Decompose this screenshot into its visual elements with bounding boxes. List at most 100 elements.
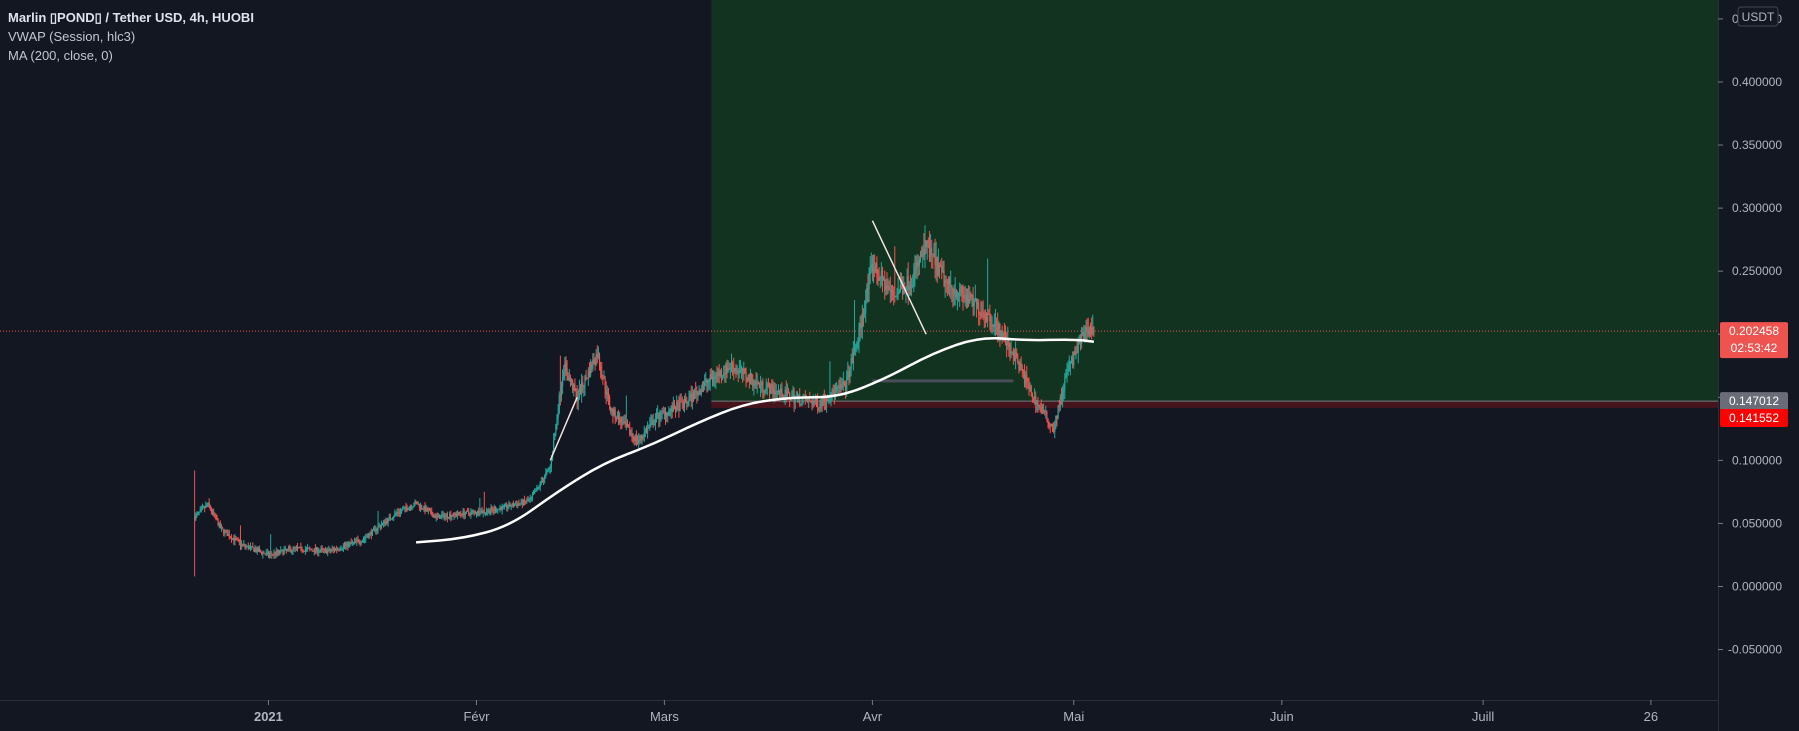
candle-body (1054, 424, 1056, 432)
candle-body (281, 549, 283, 551)
candle-body (367, 536, 369, 538)
candle-body (922, 248, 924, 257)
candle-body (266, 552, 268, 554)
candle-body (837, 386, 839, 388)
candle-body (821, 400, 823, 406)
candle-body (753, 383, 755, 387)
candle-body (321, 548, 323, 550)
drawn-trendline[interactable] (871, 220, 927, 335)
candle-body (265, 552, 267, 555)
candle-body (360, 542, 362, 544)
candle-body (876, 262, 878, 275)
chart-legend: Marlin ▯POND▯ / Tether USD, 4h, HUOBI VW… (8, 8, 254, 65)
candle-body (221, 527, 224, 530)
position-loss-zone[interactable] (711, 401, 1718, 408)
candle-body (559, 395, 561, 397)
candle-body (518, 503, 520, 505)
candle-body (624, 421, 626, 426)
candle-body (688, 397, 690, 403)
candle-body (601, 370, 603, 378)
candle-body (428, 510, 431, 512)
candle-body (633, 437, 635, 441)
candle-body (746, 378, 748, 382)
candle-body (629, 427, 631, 435)
candle-body (638, 440, 640, 443)
candle-body (1049, 425, 1051, 427)
candle-body (658, 412, 660, 420)
candle-body (647, 427, 649, 433)
candle-body (274, 552, 276, 555)
candle-body (366, 536, 368, 538)
candle-body (238, 540, 240, 542)
candle-body (527, 500, 529, 502)
time-axis-panel[interactable] (0, 700, 1718, 731)
candle-body (847, 371, 849, 378)
candle-body (730, 362, 733, 369)
candle-body (370, 532, 372, 536)
candle-body (655, 413, 658, 420)
candle-body (1053, 428, 1055, 432)
candle-body (1064, 378, 1066, 390)
candle-body (712, 376, 715, 380)
candle-body (581, 382, 583, 395)
candle-body (544, 474, 546, 479)
currency-button[interactable] (1737, 6, 1779, 27)
candle-body (1059, 396, 1061, 407)
candle-body (351, 542, 353, 544)
candle-body (355, 540, 357, 542)
candle-body (443, 513, 445, 519)
candle-body (396, 512, 398, 514)
candle-body (319, 550, 321, 552)
candle-body (404, 506, 406, 509)
time-tick-label: Févr (463, 709, 490, 724)
candle-body (217, 519, 219, 526)
ma-indicator-label[interactable]: MA (200, close, 0) (8, 48, 113, 63)
candle-body (983, 313, 985, 318)
candle-body (347, 542, 349, 547)
candle-body (554, 433, 556, 440)
candle-body (627, 426, 630, 428)
candle-body (277, 550, 280, 553)
candle-body (1029, 386, 1031, 389)
candle-body (885, 285, 887, 291)
candle-body (405, 506, 407, 509)
candle-body (1031, 392, 1033, 398)
vwap-indicator-label[interactable]: VWAP (Session, hlc3) (8, 29, 136, 44)
candle-body (762, 381, 764, 391)
candle-body (512, 503, 514, 507)
candle-body (974, 298, 976, 302)
candle-body (604, 378, 606, 390)
candle-body (678, 403, 680, 411)
candle-body (1025, 375, 1027, 384)
position-profit-zone[interactable] (711, 0, 1718, 402)
candle-body (1034, 396, 1036, 399)
candle-body (286, 549, 289, 551)
symbol-title[interactable]: Marlin ▯POND▯ / Tether USD, 4h, HUOBI (8, 10, 254, 25)
candle-body (447, 517, 450, 519)
candle-body (196, 513, 198, 515)
candle-body (494, 508, 497, 512)
candle-body (1046, 411, 1048, 419)
candle-body (213, 510, 215, 515)
time-tick-label: Juill (1472, 709, 1495, 724)
candle-body (1037, 401, 1039, 407)
candle-body (469, 513, 471, 515)
candle-body (600, 366, 602, 371)
candle-body (652, 420, 654, 425)
candle-body (890, 290, 893, 293)
candle-body (329, 549, 331, 551)
candle-body (491, 508, 493, 510)
candle-body (916, 261, 918, 268)
candle-body (820, 400, 822, 406)
candle-body (1068, 365, 1070, 370)
drawn-trendline[interactable] (549, 397, 578, 461)
candle-body (610, 407, 612, 412)
candle-body (1008, 338, 1010, 348)
candle-body (689, 394, 691, 398)
candle-body (457, 512, 460, 515)
candle-body (659, 417, 661, 420)
candle-body (1075, 352, 1077, 355)
candle-body (935, 257, 937, 266)
candle-body (324, 548, 327, 550)
